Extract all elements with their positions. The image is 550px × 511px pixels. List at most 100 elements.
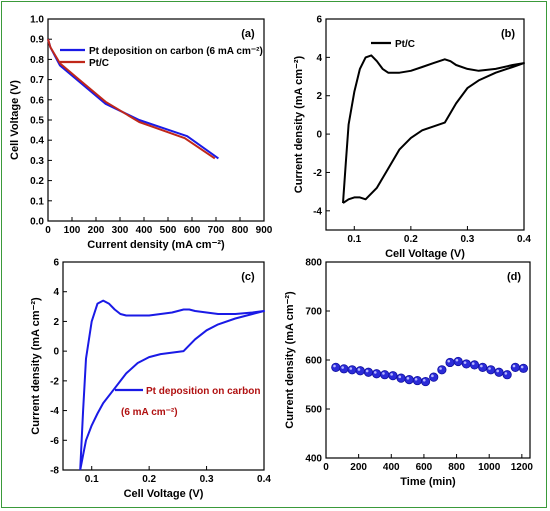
data-point-d [339,364,349,374]
data-point-d [429,372,439,382]
data-point-highlight-d [488,367,491,370]
legend-label-a-1: Pt/C [89,58,109,69]
data-point-d [347,365,357,375]
data-point-highlight-d [496,369,499,373]
y-tick-label-b: -2 [313,168,322,179]
series-line-a-1 [47,38,216,160]
y-axis-label-c: Current density (mA cm⁻²) [30,297,42,435]
x-tick-label-a: 200 [88,225,105,236]
y-tick-label-c: -6 [50,436,59,447]
data-point-d [469,360,480,370]
y-axis-label-a: Cell Voltage (V) [9,80,21,160]
x-axis-label-b: Cell Voltage (V) [385,248,465,260]
y-tick-label-b: 6 [316,15,322,26]
data-point-d [478,362,488,372]
x-tick-label-b: 0.4 [517,234,531,245]
data-point-d [420,376,431,387]
x-tick-label-c: 0.1 [85,474,99,485]
data-point-d [461,359,471,369]
y-axis-label-d: Current density (mA cm⁻²) [284,291,296,429]
data-point-highlight-d [390,373,393,376]
data-point-d [371,369,382,379]
x-tick-label-b: 0.2 [404,234,418,245]
y-tick-label-c: 0 [53,347,59,358]
y-tick-label-c: 6 [53,258,59,269]
data-point-highlight-d [471,362,475,365]
legend-label-c-0-line1: Pt deposition on carbon [146,386,260,397]
data-point-d [355,366,365,376]
y-tick-label-d: 700 [305,307,322,318]
x-tick-label-d: 600 [416,462,433,473]
panel-label-d: (d) [507,271,521,283]
x-tick-label-d: 1000 [478,462,501,473]
y-axis-label-b: Current density (mA cm⁻²) [293,55,305,193]
data-point-highlight-d [439,367,442,370]
data-point-highlight-d [406,377,410,380]
data-point-d [510,362,520,372]
series-line-a-0 [47,38,219,160]
x-tick-label-d: 200 [350,462,367,473]
y-tick-label-a: 0.2 [30,176,44,187]
panel-label-c: (c) [241,271,255,283]
data-point-highlight-d [382,372,385,375]
data-point-highlight-d [504,372,508,375]
y-tick-label-c: -4 [50,406,59,417]
data-point-highlight-d [373,371,377,374]
legend-label-a-0: Pt deposition on carbon (6 mA cm⁻²) [89,46,263,57]
y-tick-label-b: 2 [316,91,322,102]
data-point-highlight-d [341,366,344,369]
series-line-b-0 [342,54,525,204]
x-tick-label-a: 100 [64,225,81,236]
data-point-d [445,357,455,368]
y-tick-label-a: 0.0 [30,217,44,228]
x-tick-label-c: 0.2 [142,474,156,485]
data-point-highlight-d [512,364,516,368]
y-tick-label-d: 600 [305,356,322,367]
y-tick-label-c: 2 [53,317,59,328]
data-point-d [404,374,414,385]
data-point-highlight-d [520,365,524,369]
data-point-d [380,370,390,380]
y-tick-label-b: 4 [316,53,322,64]
x-tick-label-a: 900 [256,225,273,236]
legend-label-c-0-line2: (6 mA cm⁻²) [121,407,178,418]
x-tick-label-a: 400 [136,225,153,236]
y-tick-label-a: 0.3 [30,156,44,167]
panel-label-a: (a) [241,28,255,40]
data-point-highlight-d [333,364,336,368]
legend-label-b-0: Pt/C [395,39,415,50]
data-point-highlight-d [455,358,459,362]
y-tick-label-a: 0.5 [30,116,44,127]
y-tick-label-a: 0.8 [30,55,44,66]
data-point-d [502,370,512,380]
x-tick-label-a: 800 [232,225,249,236]
x-tick-label-d: 0 [323,462,329,473]
y-tick-label-a: 0.9 [30,35,44,46]
y-tick-label-d: 500 [305,405,322,416]
x-tick-label-a: 300 [112,225,129,236]
panel-label-b: (b) [501,28,515,40]
y-tick-label-a: 0.1 [30,196,44,207]
x-axis-label-a: Current density (mA cm⁻²) [87,239,225,251]
data-point-highlight-d [365,369,369,373]
y-tick-label-c: -8 [50,466,59,477]
x-tick-label-c: 0.3 [200,474,214,485]
data-point-d [396,373,406,383]
data-point-highlight-d [398,375,402,379]
data-point-highlight-d [422,378,426,382]
series-line-c-0 [79,299,265,471]
y-tick-label-d: 400 [305,454,322,465]
data-point-highlight-d [447,359,451,363]
y-tick-label-a: 1.0 [30,15,44,26]
data-point-d [453,356,463,367]
plot-area-c [62,261,265,471]
data-point-highlight-d [463,361,467,364]
x-tick-label-a: 700 [208,225,225,236]
data-point-d [486,365,496,375]
data-point-d [388,371,398,381]
data-point-highlight-d [357,368,361,371]
x-tick-label-d: 1200 [511,462,534,473]
x-tick-label-b: 0.1 [347,234,361,245]
data-point-highlight-d [480,364,483,368]
x-axis-label-d: Time (min) [400,476,456,488]
